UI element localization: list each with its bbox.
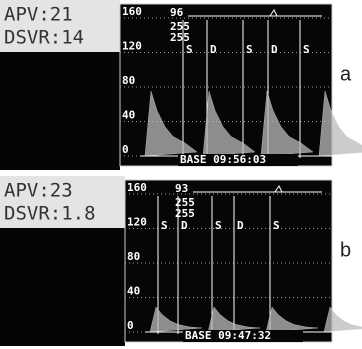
apv-text: APV:23 (4, 180, 73, 202)
marker-label: D (181, 219, 188, 232)
scale-label: 120 (127, 216, 147, 229)
info-box (0, 0, 120, 52)
scale-label: 80 (122, 74, 135, 87)
gain-label: 255 (175, 207, 195, 220)
waveform (202, 90, 256, 157)
info-box (0, 176, 125, 228)
readout: 96 (170, 6, 184, 19)
marker-label: S (303, 43, 310, 56)
marker-label: S (186, 43, 193, 56)
readout: 93 (175, 182, 188, 195)
waveform (323, 306, 362, 333)
readout-trace (188, 9, 322, 17)
panel-label: b (340, 239, 351, 261)
scale-label: 120 (122, 40, 142, 53)
waveform (260, 90, 314, 157)
marker-label: D (271, 43, 278, 56)
marker-label: S (273, 219, 280, 232)
footer-bg (178, 154, 298, 166)
marker-label: D (237, 219, 244, 232)
dsvr-text: DSVR:1.8 (4, 203, 96, 225)
gain-label: 255 (170, 31, 190, 44)
scale-label: 40 (127, 285, 140, 298)
dsvr-text: DSVR:14 (4, 27, 84, 49)
footer-bg (183, 330, 303, 342)
scale-label: 160 (127, 181, 147, 194)
info-black (0, 52, 120, 170)
scale-label: 40 (122, 109, 135, 122)
footer: BASE 09:56:03 (180, 153, 266, 166)
gain-label: 255 (170, 20, 190, 33)
waveform (318, 90, 362, 157)
scale-label: 0 (127, 319, 134, 332)
marker-label: S (161, 219, 168, 232)
waveform (207, 306, 261, 333)
apv-text: APV:21 (4, 4, 73, 26)
scale-label: 80 (127, 250, 140, 263)
scale-label: 160 (122, 5, 142, 18)
marker-label: S (215, 219, 222, 232)
waveform (265, 306, 319, 333)
readout-trace (193, 185, 322, 193)
panel-label: a (340, 63, 352, 85)
scale-label: 0 (122, 143, 129, 156)
marker-label: D (210, 43, 217, 56)
marker-label: S (246, 43, 253, 56)
footer: BASE 09:47:32 (185, 329, 271, 342)
waveform (144, 90, 198, 157)
gain-label: 255 (175, 196, 195, 209)
info-black (0, 228, 125, 346)
waveform (149, 306, 203, 333)
